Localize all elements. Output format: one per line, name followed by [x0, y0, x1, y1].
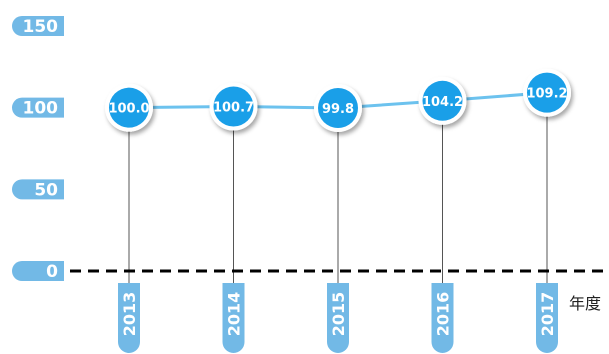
x-tick-pill [536, 283, 558, 353]
data-label: 109.2 [526, 87, 567, 102]
y-tick: 150 [12, 16, 64, 37]
data-label: 100.0 [108, 102, 149, 117]
x-tick-label: 2017 [538, 292, 557, 337]
x-tick: 2016 [431, 283, 454, 354]
x-tick: 2015 [327, 283, 349, 353]
x-axis-label: 年度 [569, 294, 601, 313]
y-tick-pill [12, 97, 64, 118]
data-point: 99.8 [314, 83, 362, 132]
y-axis: 0 50 100 150 [12, 16, 64, 282]
y-tick-label: 100 [23, 99, 59, 119]
x-tick-label: 2014 [225, 292, 244, 337]
x-tick-pill [327, 283, 349, 353]
data-point: 100.0 [105, 83, 153, 132]
x-tick-pill [118, 283, 140, 353]
data-point-marker [527, 72, 567, 113]
data-point-marker [422, 80, 463, 121]
data-label: 100.7 [213, 101, 254, 116]
x-tick-pill [431, 283, 454, 354]
y-tick: 0 [12, 261, 64, 282]
y-tick-pill [12, 16, 64, 36]
y-tick-label: 150 [23, 17, 59, 37]
x-tick-label: 2015 [329, 292, 348, 337]
data-point-marker [318, 87, 358, 128]
x-tick-label: 2016 [434, 292, 453, 337]
x-tick-label: 2013 [120, 292, 139, 337]
data-point: 109.2 [523, 68, 571, 117]
y-tick-pill [12, 261, 64, 281]
drop-lines [128, 92, 548, 300]
data-point: 100.7 [209, 82, 258, 131]
x-axis: 2013 2014 2015 2016 2017 [118, 283, 558, 354]
data-label: 99.8 [322, 102, 354, 117]
data-label: 104.2 [422, 95, 463, 110]
x-tick: 2013 [118, 283, 140, 353]
x-tick: 2017 [536, 283, 558, 353]
x-tick: 2014 [222, 283, 245, 354]
y-tick-label: 50 [34, 180, 58, 200]
data-point-marker [213, 86, 254, 127]
y-tick-label: 0 [46, 262, 58, 282]
data-points: 100.0 100.7 99.8 104.2 109.2 [105, 68, 571, 132]
data-point: 104.2 [418, 76, 467, 125]
y-tick: 100 [12, 97, 64, 119]
data-point-marker [109, 87, 149, 128]
y-tick-pill [12, 179, 64, 200]
x-tick-pill [222, 283, 245, 354]
y-tick: 50 [12, 179, 64, 200]
